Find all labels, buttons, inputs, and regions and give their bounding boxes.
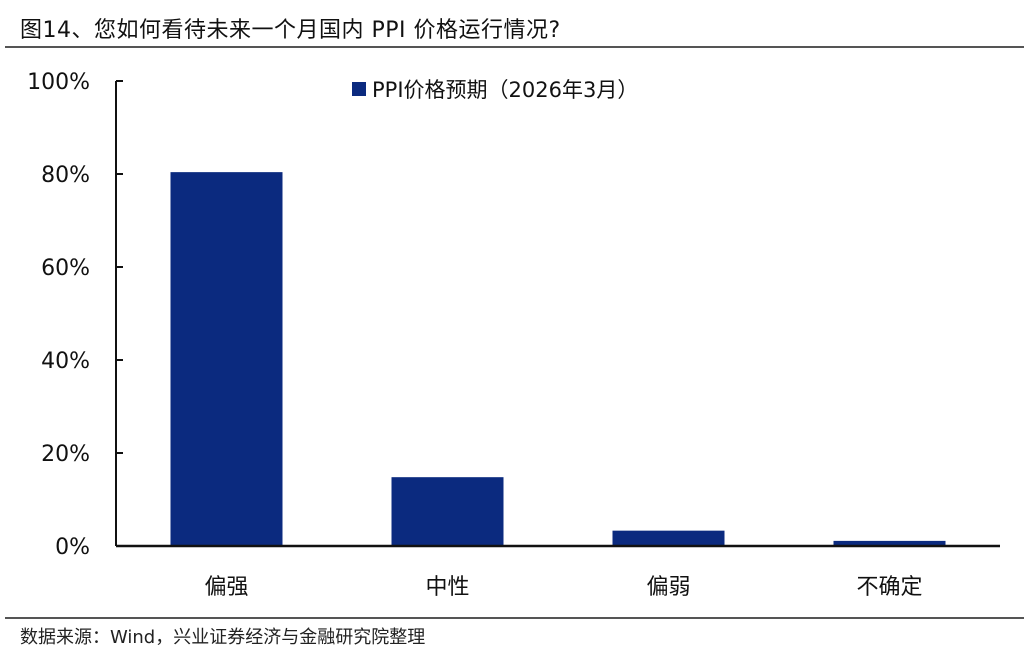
- footer-divider: [5, 617, 1024, 619]
- y-tick-label: 40%: [41, 349, 90, 374]
- bar-3: [833, 540, 946, 546]
- y-tick-label: 20%: [41, 442, 90, 467]
- bar-1: [391, 477, 504, 546]
- chart-legend: PPI价格预期（2026年3月）: [352, 74, 638, 104]
- bar-chart: 0% 20% 40% 60% 80% 100% 偏强 中性 偏弱 不确定: [27, 70, 1000, 600]
- y-tick-label: 60%: [41, 256, 90, 281]
- figure-title: 图14、您如何看待未来一个月国内 PPI 价格运行情况?: [20, 18, 561, 43]
- y-tick-label: 0%: [55, 535, 90, 560]
- x-category-label: 不确定: [856, 575, 922, 600]
- legend-swatch: [352, 82, 366, 96]
- data-source-note: 数据来源：Wind，兴业证券经济与金融研究院整理: [20, 627, 426, 648]
- y-axis: 0% 20% 40% 60% 80% 100%: [27, 70, 123, 560]
- x-category-label: 偏弱: [646, 575, 690, 600]
- legend-label: PPI价格预期（2026年3月）: [372, 78, 639, 102]
- x-axis: 偏强 中性 偏弱 不确定: [116, 544, 1000, 600]
- y-tick-label: 100%: [27, 70, 90, 95]
- y-tick-label: 80%: [41, 163, 90, 188]
- bar-0: [170, 172, 283, 546]
- bar-2: [612, 530, 725, 546]
- x-category-label: 偏强: [204, 575, 248, 600]
- x-category-label: 中性: [425, 575, 469, 600]
- bars: [170, 172, 946, 546]
- title-divider: [5, 46, 1024, 48]
